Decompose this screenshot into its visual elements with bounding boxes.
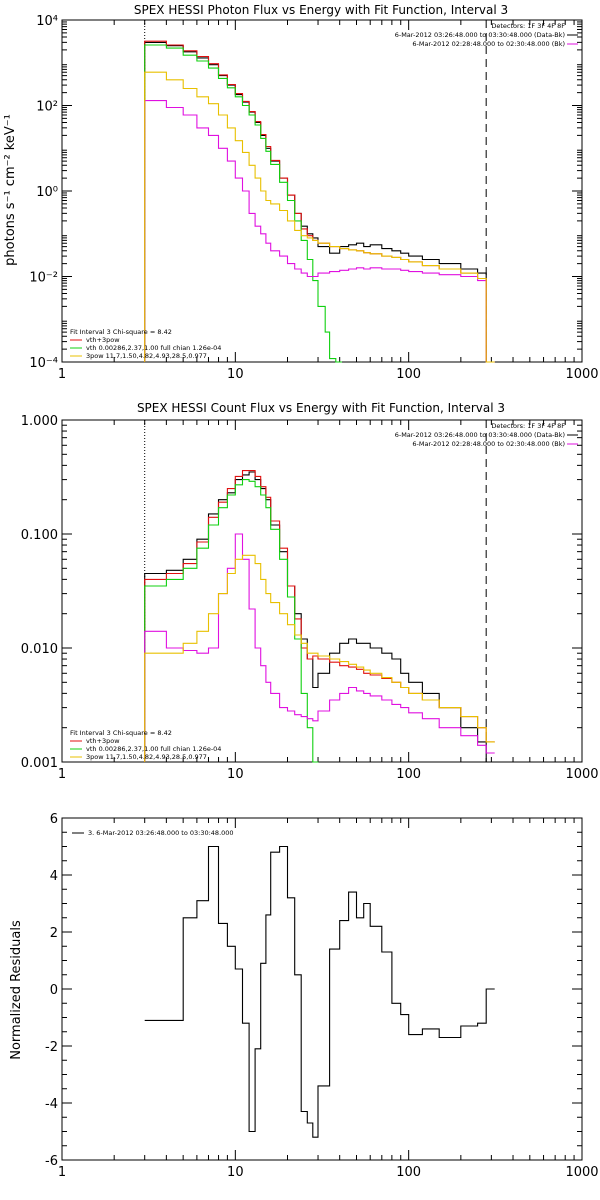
y-tick-label: 0.001	[21, 756, 58, 771]
legend-top-left: 3. 6-Mar-2012 03:26:48.000 to 03:30:48.0…	[72, 829, 234, 837]
x-tick-label: 1000	[565, 367, 598, 382]
series-yellow	[144, 71, 495, 363]
x-tick-label: 100	[396, 767, 421, 782]
series-magenta	[144, 100, 495, 363]
x-tick-label: 1	[58, 767, 66, 782]
series-black	[144, 471, 495, 763]
legend-data-interval: 6-Mar-2012 03:26:48.000 to 03:30:48.000 …	[395, 431, 565, 439]
legend-bk-interval: 6-Mar-2012 02:28:48.000 to 02:30:48.000 …	[412, 40, 565, 48]
series-yellow	[144, 554, 495, 762]
x-tick-label: 1000	[565, 1165, 598, 1180]
y-tick-label: 10⁻⁴	[29, 356, 58, 371]
y-tick-label: 0.010	[21, 642, 58, 657]
series-group	[144, 40, 495, 363]
y-axis-label: photons s⁻¹ cm⁻² keV⁻¹	[3, 114, 18, 266]
series-black	[144, 845, 495, 1138]
y-tick-label: -4	[45, 1097, 58, 1112]
y-axis-label: Normalized Residuals	[9, 920, 24, 1060]
x-tick-label: 1	[58, 1165, 66, 1180]
plot-frame	[61, 817, 583, 1161]
legend-fit-interval: Fit Interval 3 Chi-square = 8.42	[70, 328, 172, 336]
series-group	[144, 470, 495, 763]
legend-model: vth+3pow	[86, 737, 120, 745]
y-tick-label: 0.100	[21, 528, 58, 543]
panel-title: SPEX HESSI Count Flux vs Energy with Fit…	[137, 401, 505, 415]
count-flux-panel: SPEX HESSI Count Flux vs Energy with Fit…	[21, 401, 599, 782]
y-tick-label: 1.000	[21, 414, 58, 429]
y-tick-label: 10²	[36, 100, 58, 115]
photon-flux-panel: SPEX HESSI Photon Flux vs Energy with Fi…	[3, 3, 599, 382]
y-tick-label: 4	[50, 869, 58, 884]
legend-bottom-left: Fit Interval 3 Chi-square = 8.42 vth+3po…	[70, 729, 221, 761]
x-tick-label: 1000	[565, 767, 598, 782]
panel-title: SPEX HESSI Photon Flux vs Energy with Fi…	[134, 3, 508, 17]
x-tick-label: 10	[227, 767, 244, 782]
legend-interval: 3. 6-Mar-2012 03:26:48.000 to 03:30:48.0…	[88, 829, 234, 837]
legend-top-right: Detectors: 1F 3F 4F 8F 6-Mar-2012 03:26:…	[395, 22, 578, 48]
y-tick-label: 0	[50, 983, 58, 998]
tick-group: 1 10 100 1000 -6 -4 -2 0 2 4 6	[45, 812, 599, 1180]
legend-vth-params: vth 0.00286,2.37,1.00 full chian 1.26e-0…	[86, 745, 221, 753]
series-red	[144, 470, 495, 762]
y-tick-label: -2	[45, 1040, 58, 1055]
y-tick-label: 10⁻²	[29, 271, 58, 286]
y-tick-label: 2	[50, 926, 58, 941]
legend-model: vth+3pow	[86, 336, 120, 344]
series-green	[144, 479, 319, 763]
legend-3pow-params: 3pow 11.7,1.50,4.82,4.93,28.5,0.977	[86, 753, 207, 761]
legend-vth-params: vth 0.00286,2.37,1.00 full chian 1.26e-0…	[86, 344, 221, 352]
residuals-panel: Normalized Residuals 1 10 100 1000 -6 -4 -2 0 2 4…	[9, 812, 599, 1180]
legend-data-interval: 6-Mar-2012 03:26:48.000 to 03:30:48.000 …	[395, 31, 565, 39]
x-tick-label: 10	[227, 367, 244, 382]
legend-3pow-params: 3pow 11.7,1.50,4.82,4.93,28.5,0.977	[86, 352, 207, 360]
x-tick-label: 1	[58, 367, 66, 382]
vline-group	[144, 420, 487, 762]
legend-bk-interval: 6-Mar-2012 02:28:48.000 to 02:30:48.000 …	[412, 440, 565, 448]
legend-fit-interval: Fit Interval 3 Chi-square = 8.42	[70, 729, 172, 737]
y-tick-label: 10⁰	[36, 185, 58, 200]
legend-bottom-left: Fit Interval 3 Chi-square = 8.42 vth+3po…	[70, 328, 221, 360]
plot-frame	[61, 419, 583, 763]
legend-detectors: Detectors: 1F 3F 4F 8F	[491, 422, 565, 430]
series-group	[144, 845, 495, 1138]
x-tick-label: 100	[396, 1165, 421, 1180]
y-tick-label: 6	[50, 812, 58, 827]
tick-group: 1 10 100 1000 0.001 0.010 0.100 1.000	[21, 414, 599, 782]
legend-detectors: Detectors: 1F 3F 4F 8F	[491, 22, 565, 30]
tick-group: 1 10 100 1000 10⁻⁴ 10⁻² 10⁰ 10² 10⁴	[29, 14, 598, 382]
y-tick-label: -6	[45, 1154, 58, 1169]
legend-top-right: Detectors: 1F 3F 4F 8F 6-Mar-2012 03:26:…	[395, 422, 578, 448]
y-tick-label: 10⁴	[36, 14, 58, 29]
x-tick-label: 100	[396, 367, 421, 382]
plot-frame	[61, 19, 583, 363]
x-tick-label: 10	[227, 1165, 244, 1180]
vline-group	[144, 20, 487, 362]
series-green	[144, 44, 342, 363]
